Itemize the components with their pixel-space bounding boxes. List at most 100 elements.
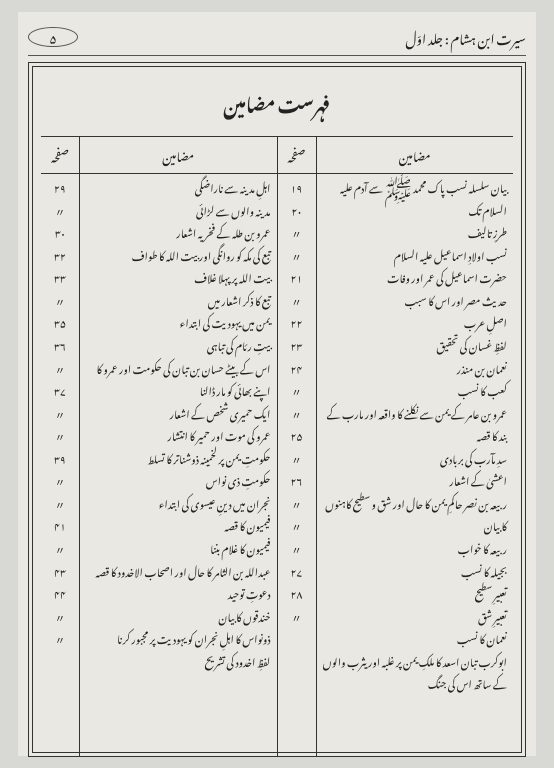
toc-entry: ایک حمیری شخص کے اشعار [86, 402, 271, 425]
running-header: سیرت ابن ہشام : جلد اوّل ۵ [28, 20, 526, 56]
toc-page-ref: ۲۲ [281, 311, 313, 334]
header-page: صفحہ [278, 137, 316, 173]
toc-entry: کعب کا نسب [323, 379, 508, 402]
toc-entry: تعبیرِ شق [323, 605, 508, 628]
toc-entry: بجیلہ کا نسب [323, 560, 508, 583]
toc-entry: ربیعہ کا خواب [323, 537, 508, 560]
toc-entry: اعشیٰ کے اشعار [323, 469, 508, 492]
toc-page-ref: 〃 [44, 357, 76, 380]
toc-entry: سدِ مآرب کی بربادی [323, 447, 508, 470]
toc-entry: بیان سلسلہ نسب پاک محمد ﷺ سے آدم علیہ ال… [323, 176, 508, 221]
toc-page-ref: 〃 [44, 605, 76, 628]
toc-entry: یمن میں یہودیت کی ابتداء [86, 311, 271, 334]
toc-page-ref: ۳۵ [44, 311, 76, 334]
toc-entry: عمرو بن طلہ کے فخریہ اشعار [86, 221, 271, 244]
toc-page-ref: ۱۹ [281, 176, 313, 199]
toc-entry: اس کے بیٹے حسان بن تبان کی حکومت اور عمر… [86, 357, 271, 402]
toc-entry: تبع کا ذکر اشعار میں [86, 289, 271, 312]
toc-entry: بیت اللہ پر پہلا غلاف [86, 266, 271, 289]
toc-page-ref: 〃 [281, 221, 313, 244]
toc-heading: فہرست مضامین [41, 79, 513, 124]
toc-page-ref: ۴۱ [44, 514, 76, 537]
header-topic: مضامین [79, 137, 277, 173]
toc-page-ref: ۲۵ [281, 424, 313, 447]
toc-entry: لفظِ غسان کی تحقیق [323, 334, 508, 357]
toc-page-ref: ۳۶ [44, 334, 76, 357]
column-body: اہلِ مدینہ سے ناراضگیمدینہ والوں سے لڑائ… [41, 174, 277, 756]
topics-cell: اہلِ مدینہ سے ناراضگیمدینہ والوں سے لڑائ… [79, 174, 277, 756]
toc-page-ref: ۳۰ [44, 221, 76, 244]
toc-entry: ابوکرب تبان اسعد کا ملکِ یمن پر غلبہ اور… [323, 650, 508, 695]
toc-entry: حضرت اسماعیل کی عمر اور وفات [323, 266, 508, 289]
toc-page-ref: 〃 [281, 447, 313, 470]
toc-entry: فیمیون کا قصہ [86, 514, 271, 537]
toc-entry: نجران میں دینِ عیسوی کی ابتداء [86, 492, 271, 515]
toc-entry: طرزِ تالیف [323, 221, 508, 244]
toc-page-ref: ۲۶ [281, 469, 313, 492]
toc-page-ref: 〃 [44, 289, 76, 312]
toc-page-ref: ۲۰ [281, 199, 313, 222]
toc-entry: دعوتِ توحید [86, 582, 271, 605]
toc-page-ref: 〃 [44, 492, 76, 515]
toc-page-ref: ۲۴ [281, 357, 313, 380]
toc-entry: نعمان بن منذر [323, 357, 508, 380]
toc-entry: فیمیون کا غلام بننا [86, 537, 271, 560]
toc-entry: عمرو بن عامر کے یمن سے نکلنے کا واقعہ او… [323, 402, 508, 447]
toc-page-ref: 〃 [281, 402, 313, 425]
toc-entry: اہلِ مدینہ سے ناراضگی [86, 176, 271, 199]
toc-page-ref: ۲۸ [281, 582, 313, 605]
toc-page-ref: ۳۲ [44, 244, 76, 267]
column-body: بیان سلسلہ نسب پاک محمد ﷺ سے آدم علیہ ال… [278, 174, 514, 756]
book-title: سیرت ابن ہشام : جلد اوّل [158, 20, 526, 53]
topics-cell: بیان سلسلہ نسب پاک محمد ﷺ سے آدم علیہ ال… [316, 174, 514, 756]
toc-entry: عبداللہ بن الثامر کا حال اور اصحاب الاخد… [86, 560, 271, 583]
toc-page-ref: ۲۹ [44, 176, 76, 199]
toc-page-ref: 〃 [44, 402, 76, 425]
column-separator [277, 136, 278, 756]
toc-entry: نعمان کا نسب [323, 627, 508, 650]
toc-page-ref: ۲۱ [281, 266, 313, 289]
toc-entry: لفظِ اخدود کی تشریح [86, 650, 271, 673]
column-header: مضامین صفحہ [278, 137, 514, 174]
toc-entry: خندقوں کا بیان [86, 605, 271, 628]
toc-entry: نسب اولادِ اسماعیل علیہ السلام [323, 244, 508, 267]
toc-page-ref: 〃 [44, 469, 76, 492]
toc-page-ref: ۳۷ [44, 379, 76, 402]
pages-cell: ۱۹۲۰〃〃۲۱〃۲۲۲۳۲۴〃〃۲۵〃۲۶〃〃〃۲۷۲۸〃 [278, 174, 316, 756]
toc-page-ref: 〃 [44, 199, 76, 222]
toc-entry: حکومتِ ذی نواس [86, 469, 271, 492]
toc-entry: تعبیرِ سطیح [323, 582, 508, 605]
toc-column-left: مضامین صفحہ اہلِ مدینہ سے ناراضگیمدینہ و… [41, 136, 277, 756]
toc-entry: عمرو کی موت اور حمیر کا انتشار [86, 424, 271, 447]
toc-page-ref: ۴۴ [44, 582, 76, 605]
outer-border: فہرست مضامین مضامین صفحہ بیان سلسلہ نسب … [28, 62, 526, 757]
toc-page-ref: 〃 [44, 537, 76, 560]
page-number: ۵ [28, 27, 78, 47]
toc-entry: اصلِ عرب [323, 311, 508, 334]
toc-entry: بیتِ رئام کی تباہی [86, 334, 271, 357]
header-topic: مضامین [316, 137, 514, 173]
toc-entry: حدیث مصر اور اس کا سبب [323, 289, 508, 312]
toc-entry: ذونواس کا اہلِ نجران کو یہودیت پر مجبور … [86, 627, 271, 650]
toc-entry: ربیعہ بن نصر حاکمِ یمن کا حال اور شق و س… [323, 492, 508, 537]
toc-page-ref: 〃 [281, 537, 313, 560]
toc-page-ref: ۴۳ [44, 560, 76, 583]
toc-entry: تبع کی مکہ کو روانگی اور بیت اللہ کا طوا… [86, 244, 271, 267]
toc-page-ref: ۳۹ [44, 447, 76, 470]
page-scan: سیرت ابن ہشام : جلد اوّل ۵ فہرست مضامین … [18, 12, 536, 756]
toc-page-ref: 〃 [281, 492, 313, 515]
toc-entry: حکومتِ یمن پر لخمینہ ذوشناتر کا تسلط [86, 447, 271, 470]
toc-page-ref: ۳۳ [44, 266, 76, 289]
column-header: مضامین صفحہ [41, 137, 277, 174]
toc-page-ref: 〃 [281, 379, 313, 402]
toc-page-ref: 〃 [281, 605, 313, 628]
toc-page-ref: 〃 [281, 289, 313, 312]
toc-page-ref: 〃 [281, 244, 313, 267]
toc-page-ref: 〃 [44, 424, 76, 447]
toc-page-ref: 〃 [281, 514, 313, 537]
toc-page-ref: ۲۳ [281, 334, 313, 357]
toc-entry: مدینہ والوں سے لڑائی [86, 199, 271, 222]
toc-page-ref: 〃 [44, 627, 76, 650]
toc-column-right: مضامین صفحہ بیان سلسلہ نسب پاک محمد ﷺ سے… [278, 136, 514, 756]
inner-border: فہرست مضامین مضامین صفحہ بیان سلسلہ نسب … [32, 66, 522, 753]
